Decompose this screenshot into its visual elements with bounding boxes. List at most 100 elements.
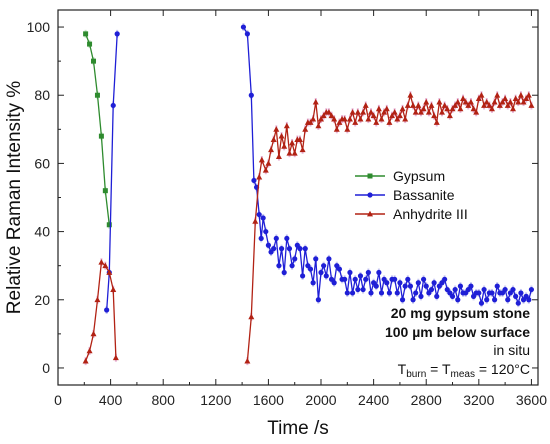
data-point [365, 269, 371, 276]
data-point [310, 280, 316, 286]
data-point [367, 192, 373, 198]
data-point [484, 297, 490, 303]
data-point [262, 167, 269, 173]
data-point [258, 235, 264, 242]
data-point [504, 102, 511, 108]
data-point [102, 262, 109, 269]
data-point [349, 109, 356, 115]
data-point [251, 177, 257, 184]
data-point [439, 109, 445, 115]
data-point [520, 98, 527, 105]
data-point [94, 92, 100, 98]
data-point [344, 126, 351, 132]
data-point [423, 283, 429, 289]
data-point [244, 357, 251, 364]
y-axis-label: Relative Raman Intensity % [4, 81, 25, 314]
data-point [399, 297, 406, 303]
data-point [375, 105, 382, 112]
data-point [434, 293, 440, 299]
data-point [283, 122, 290, 129]
data-point [341, 115, 348, 122]
data-point [415, 102, 422, 108]
data-point [475, 95, 482, 102]
data-point [407, 92, 414, 98]
x-tick-label: 1200 [200, 392, 231, 408]
x-tick-label: 400 [99, 392, 123, 408]
data-point [515, 98, 522, 105]
data-point [518, 290, 524, 296]
data-point [405, 276, 411, 282]
data-point [489, 290, 495, 296]
annotation-depth: 100 µm below surface [385, 324, 530, 340]
annotation-temperature: Tburn = Tmeas = 120°C [398, 361, 530, 380]
data-point [496, 102, 503, 108]
data-point [98, 259, 105, 265]
data-point [91, 58, 97, 64]
data-point [412, 109, 419, 115]
data-point [357, 273, 364, 279]
data-point [483, 98, 490, 105]
data-point [367, 210, 373, 217]
y-tick-label: 100 [27, 19, 51, 35]
series-line [84, 33, 110, 225]
series-anhydrite-iii [82, 92, 535, 364]
data-point [333, 126, 340, 132]
data-point [513, 293, 519, 299]
data-point [240, 24, 247, 30]
data-point [286, 149, 293, 156]
data-point [291, 149, 298, 156]
data-point [328, 112, 335, 119]
series-layer [82, 24, 535, 364]
data-point [452, 286, 458, 293]
data-point [110, 102, 116, 109]
data-point [302, 246, 308, 252]
data-point [392, 276, 398, 282]
data-point [252, 218, 259, 224]
data-point [90, 330, 97, 337]
data-point [112, 354, 119, 361]
data-point [248, 313, 255, 320]
data-point [433, 119, 440, 125]
data-point [297, 246, 303, 252]
data-point [386, 290, 392, 296]
data-point [383, 105, 390, 112]
data-point [102, 188, 108, 194]
data-point [454, 98, 461, 105]
data-point [467, 98, 474, 105]
x-tick-label: 2000 [305, 392, 336, 408]
data-point [507, 98, 514, 105]
data-point [488, 105, 495, 112]
data-point [394, 290, 400, 296]
data-point [457, 283, 464, 289]
data-point [394, 115, 401, 122]
data-point [296, 136, 303, 142]
data-point [265, 242, 272, 248]
data-point [260, 215, 266, 221]
data-point [256, 173, 263, 180]
data-point [342, 276, 348, 282]
data-point [499, 98, 506, 105]
y-tick-label: 20 [34, 292, 50, 308]
data-point [292, 256, 298, 262]
data-point [268, 146, 275, 153]
data-point [300, 273, 306, 279]
data-point [281, 143, 288, 149]
data-point [286, 246, 293, 252]
data-point [494, 92, 501, 98]
data-point [357, 115, 364, 122]
data-point [425, 109, 432, 115]
legend-item: Gypsum [355, 168, 445, 184]
data-point [470, 105, 477, 112]
x-tick-label: 2400 [358, 392, 389, 408]
y-tick-label: 80 [34, 87, 50, 103]
x-tick-label: 2800 [411, 392, 442, 408]
data-point [486, 102, 493, 108]
data-point [420, 276, 427, 282]
data-point [410, 102, 417, 108]
axes: 0 400 800 1200 1600 2000 2400 2800 3200 3600 0 20 40… [27, 10, 547, 408]
data-point [360, 109, 367, 115]
data-point [347, 269, 353, 276]
series-bassanite [104, 24, 535, 313]
data-point [478, 300, 485, 306]
data-point [98, 133, 104, 139]
